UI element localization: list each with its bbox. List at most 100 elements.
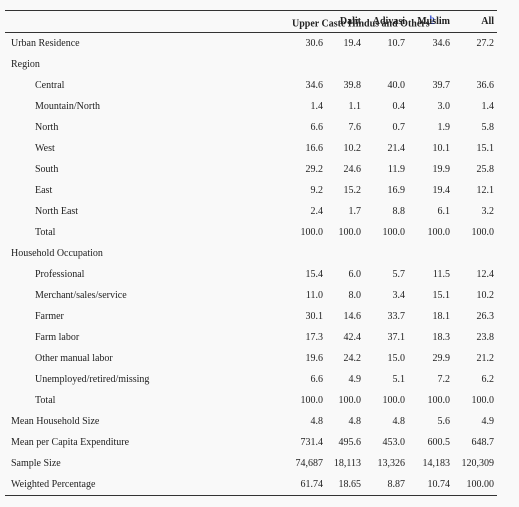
value-cell: 3.2 (481, 205, 495, 217)
value-cell: 100.0 (427, 394, 451, 406)
value-cell: 36.6 (476, 79, 495, 91)
value-cell: 6.1 (437, 205, 451, 217)
header-row: Upper Caste Hindus and Othersb Dalit Adiva… (5, 10, 497, 33)
value-cell: 15.1 (432, 289, 451, 301)
table-row: Total 100.0 100.0 100.0 100.0 100.0 (5, 222, 497, 243)
value-cell: 13,326 (377, 457, 406, 469)
table-row: Total 100.0 100.0 100.0 100.0 100.0 (5, 390, 497, 411)
table-row: Urban Residence 30.6 19.4 10.7 34.6 27.2 (5, 33, 497, 54)
value-cell: 8.0 (348, 289, 362, 301)
table-row: Mean Household Size 4.8 4.8 4.8 5.6 4.9 (5, 411, 497, 432)
empty-cell (292, 243, 497, 264)
value-cell: 453.0 (382, 436, 406, 448)
value-cell: 40.0 (387, 79, 406, 91)
value-cell: 16.6 (305, 142, 324, 154)
value-cell: 25.8 (476, 163, 495, 175)
value-cell: 2.4 (310, 205, 324, 217)
row-label: Mountain/North (35, 100, 100, 112)
value-cell: 30.1 (305, 310, 324, 322)
value-cell: 495.6 (338, 436, 362, 448)
value-cell: 7.2 (437, 373, 451, 385)
table-row: Professional 15.4 6.0 5.7 11.5 12.4 (5, 264, 497, 285)
value-cell: 8.87 (387, 478, 406, 490)
table-row: Farm labor 17.3 42.4 37.1 18.3 23.8 (5, 327, 497, 348)
table-row: North East 2.4 1.7 8.8 6.1 3.2 (5, 201, 497, 222)
table-row: Other manual labor 19.6 24.2 15.0 29.9 21.2 (5, 348, 497, 369)
table-row: Mountain/North 1.4 1.1 0.4 3.0 1.4 (5, 96, 497, 117)
value-cell: 1.7 (348, 205, 362, 217)
value-cell: 17.3 (305, 331, 324, 343)
value-cell: 61.74 (300, 478, 324, 490)
table-row: Central 34.6 39.8 40.0 39.7 36.6 (5, 75, 497, 96)
value-cell: 15.1 (476, 142, 495, 154)
value-cell: 10.1 (432, 142, 451, 154)
column-label: All (481, 16, 494, 27)
value-cell: 24.2 (343, 352, 362, 364)
row-label: Household Occupation (11, 247, 103, 259)
value-cell: 18.3 (432, 331, 451, 343)
data-table: Upper Caste Hindus and Othersb Dalit Adiva… (5, 10, 497, 496)
row-label: South (35, 163, 59, 175)
column-header: Dalit (326, 11, 364, 33)
value-cell: 10.7 (387, 37, 406, 49)
table-row: Weighted Percentage 61.74 18.65 8.87 10.74 10… (5, 474, 497, 496)
value-cell: 74,687 (295, 457, 324, 469)
value-cell: 7.6 (348, 121, 362, 133)
row-label: Mean per Capita Expenditure (11, 436, 130, 448)
table-row: Unemployed/retired/missing 6.6 4.9 5.1 7.2 6.… (5, 369, 497, 390)
table-row: Household Occupation (5, 243, 497, 264)
column-header: All (453, 11, 497, 33)
value-cell: 42.4 (343, 331, 362, 343)
row-label: Farmer (35, 310, 64, 322)
row-label: Total (35, 394, 56, 406)
value-cell: 30.6 (305, 37, 324, 49)
value-cell: 4.8 (310, 415, 324, 427)
footnote-link[interactable]: b (429, 13, 435, 24)
value-cell: 14,183 (422, 457, 451, 469)
row-label: Merchant/sales/service (35, 289, 127, 301)
value-cell: 100.0 (300, 394, 324, 406)
value-cell: 16.9 (387, 184, 406, 196)
value-cell: 1.4 (310, 100, 324, 112)
value-cell: 6.6 (310, 121, 324, 133)
value-cell: 19.9 (432, 163, 451, 175)
column-label: Adivasi (372, 16, 405, 27)
value-cell: 12.1 (476, 184, 495, 196)
row-label: Urban Residence (11, 37, 80, 49)
value-cell: 37.1 (387, 331, 406, 343)
value-cell: 5.7 (392, 268, 406, 280)
value-cell: 4.8 (348, 415, 362, 427)
value-cell: 4.9 (348, 373, 362, 385)
value-cell: 600.5 (427, 436, 451, 448)
row-label: Region (11, 58, 40, 70)
value-cell: 0.7 (392, 121, 406, 133)
table-row: East 9.2 15.2 16.9 19.4 12.1 (5, 180, 497, 201)
column-header: Muslim (408, 11, 453, 33)
value-cell: 100.00 (466, 478, 495, 490)
column-header: Adivasi (364, 11, 408, 33)
value-cell: 21.4 (387, 142, 406, 154)
value-cell: 1.4 (481, 100, 495, 112)
value-cell: 19.4 (432, 184, 451, 196)
empty-cell (292, 54, 497, 75)
value-cell: 4.9 (481, 415, 495, 427)
value-cell: 24.6 (343, 163, 362, 175)
value-cell: 3.4 (392, 289, 406, 301)
value-cell: 10.74 (427, 478, 451, 490)
value-cell: 19.4 (343, 37, 362, 49)
value-cell: 33.7 (387, 310, 406, 322)
value-cell: 39.7 (432, 79, 451, 91)
value-cell: 23.8 (476, 331, 495, 343)
value-cell: 15.4 (305, 268, 324, 280)
value-cell: 1.9 (437, 121, 451, 133)
value-cell: 1.1 (348, 100, 362, 112)
value-cell: 9.2 (310, 184, 324, 196)
row-label: West (35, 142, 55, 154)
table-row: West 16.6 10.2 21.4 10.1 15.1 (5, 138, 497, 159)
value-cell: 21.2 (476, 352, 495, 364)
value-cell: 100.0 (471, 394, 495, 406)
value-cell: 100.0 (471, 226, 495, 238)
table-row: North 6.6 7.6 0.7 1.9 5.8 (5, 117, 497, 138)
